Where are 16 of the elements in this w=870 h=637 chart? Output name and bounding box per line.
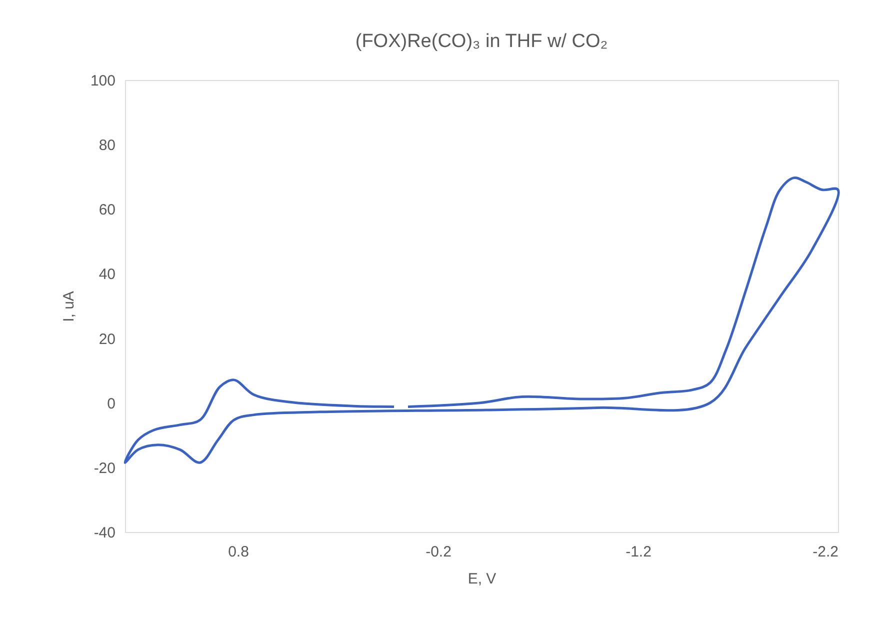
chart-title: (FOX)Re(CO)₃ in THF w/ CO₂ xyxy=(355,31,608,52)
y-tick-label: 60 xyxy=(98,202,116,219)
x-axis-title: E, V xyxy=(468,570,496,588)
y-tick-label: 20 xyxy=(98,330,116,348)
x-tick-label: -2.2 xyxy=(812,544,838,560)
y-axis-title: I, uA xyxy=(60,291,78,322)
y-tick-label: -40 xyxy=(94,524,116,542)
y-tick-label: 0 xyxy=(107,395,116,412)
x-tick-label: -1.2 xyxy=(626,544,652,560)
x-tick-label: -0.2 xyxy=(426,544,452,560)
y-tick-label: 80 xyxy=(98,137,116,154)
y-tick-label: -20 xyxy=(94,460,116,477)
y-tick-label: 40 xyxy=(98,266,116,284)
y-tick-label: 100 xyxy=(90,72,116,90)
line-series xyxy=(124,176,840,464)
x-tick-label: 0.8 xyxy=(228,544,249,560)
